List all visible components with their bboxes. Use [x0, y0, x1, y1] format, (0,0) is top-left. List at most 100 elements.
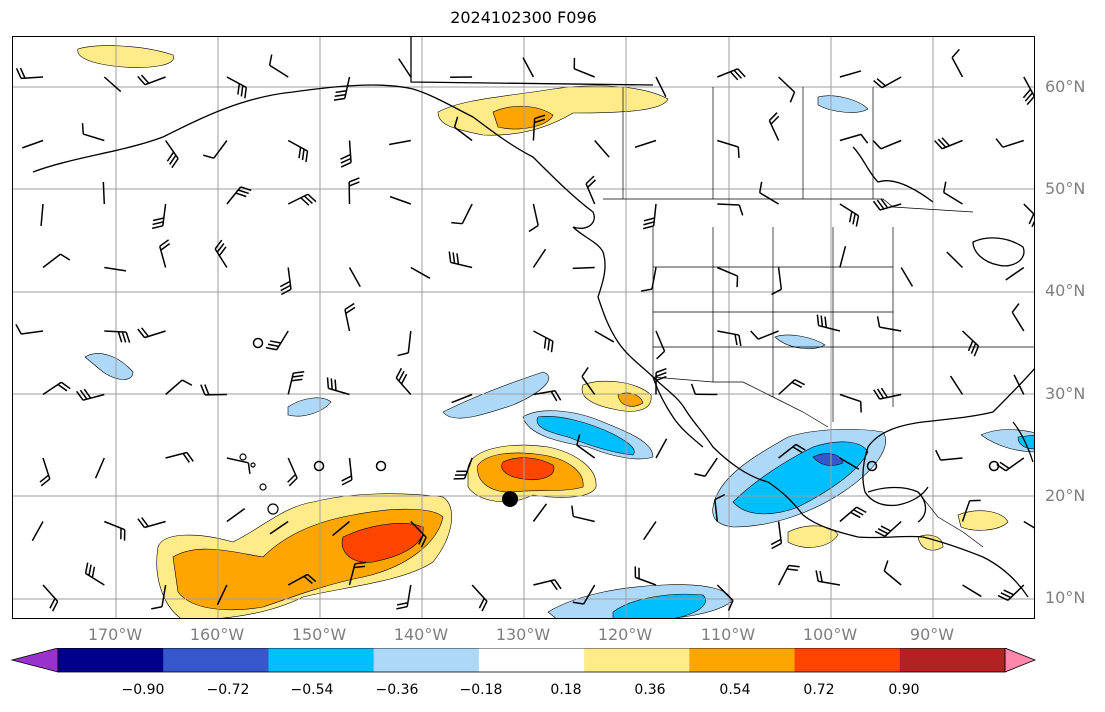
gulf-coast — [862, 368, 1034, 507]
wind-barb-feather — [333, 97, 345, 101]
wind-barb-feather — [771, 542, 782, 550]
wind-barb-feather — [655, 371, 667, 378]
political-borders — [603, 87, 1034, 548]
wind-barb-feather — [287, 473, 297, 483]
wind-barb-feather — [348, 177, 360, 183]
colorbar-segment — [689, 648, 796, 672]
lon-label-140w: 140°W — [393, 625, 449, 644]
wind-barb-feather — [550, 580, 558, 591]
wind-barb-feather — [880, 525, 892, 532]
florida — [1012, 421, 1034, 463]
wind-barb-staff — [332, 520, 350, 537]
wind-barb-staff — [940, 457, 963, 461]
wind-barb-feather — [786, 568, 798, 571]
wind-barb-feather — [49, 598, 56, 609]
wind-barb-feather — [240, 85, 244, 97]
wind-barb-staff — [572, 266, 595, 270]
wind-barb-feather — [581, 366, 589, 377]
wind-barb-feather — [770, 115, 780, 125]
wind-barb-feather — [396, 605, 408, 610]
wind-barb-feather — [341, 479, 353, 486]
wind-barb-feather — [452, 252, 456, 264]
wind-barb-feather — [334, 93, 346, 97]
wind-barb-staff — [777, 267, 783, 290]
wind-barb-feather — [83, 388, 92, 399]
wind-barb-feather — [853, 509, 864, 516]
wind-barb-feather — [171, 158, 179, 169]
us-canada-border — [603, 198, 974, 213]
wind-barb-feather — [326, 377, 330, 389]
wind-barb-feather — [738, 204, 744, 216]
colorbar-tick-0.72: 0.72 — [803, 682, 835, 698]
negative-anomaly-north-pacific-3 — [84, 353, 134, 380]
wind-barb-staff — [634, 139, 657, 148]
lon-label-160w: 160°W — [189, 625, 245, 644]
wind-barb-feather — [354, 561, 367, 565]
wind-barb-feather — [750, 330, 759, 340]
wind-barb-feather — [816, 314, 820, 326]
wind-barb-feather — [244, 87, 248, 99]
wind-barb-staff — [655, 330, 666, 352]
wind-barb-staff — [389, 139, 411, 146]
wind-barb-feather — [873, 80, 883, 89]
wind-barb-feather — [640, 288, 653, 292]
negative-anomaly-baja-core — [536, 416, 635, 456]
positive-anomaly-alaska-core — [492, 105, 554, 130]
wind-barb-feather — [307, 193, 317, 203]
wind-barb-staff — [900, 267, 914, 287]
wind-barb-feather — [655, 367, 667, 374]
wind-barb-feather — [334, 379, 337, 391]
wind-barb-feather — [267, 343, 279, 348]
wind-barb-feather — [714, 493, 726, 501]
negative-anomaly-florida — [980, 429, 1034, 453]
wind-barb-feather — [770, 538, 782, 546]
hudson-bay-coast — [852, 146, 934, 203]
wind-barb-staff — [165, 379, 183, 396]
wind-barb-staff — [576, 444, 596, 459]
wind-barb-feather — [19, 67, 26, 79]
wind-barb-feather — [554, 579, 562, 590]
wind-barb-feather — [1026, 95, 1034, 106]
wind-barb-feather — [872, 140, 882, 150]
wind-barb-feather — [642, 225, 654, 230]
wind-barb-feather — [235, 192, 247, 198]
wind-barb-feather — [300, 197, 310, 206]
wind-barb-staff — [1023, 520, 1034, 529]
wind-barb-feather — [794, 379, 806, 386]
wind-barb-feather — [856, 506, 867, 514]
map-frame — [12, 36, 1035, 619]
wind-barb-staff — [398, 58, 412, 78]
alaska-coast — [32, 84, 595, 229]
lat-label-40n: 40°N — [1045, 281, 1086, 300]
wind-barb-feather — [301, 149, 305, 161]
negative-anomaly-southern-core — [612, 593, 706, 618]
colorbar-segment — [794, 648, 901, 672]
wind-barb-staff — [1011, 311, 1025, 332]
wind-barb-feather — [398, 370, 405, 382]
wind-barb-staff — [943, 191, 963, 205]
wind-barb-staff — [655, 438, 668, 459]
wind-barb-staff — [522, 57, 535, 78]
wind-barb-feather — [91, 566, 96, 578]
wind-barb-feather — [478, 597, 485, 609]
wind-barb-feather — [934, 140, 943, 150]
wind-barb-staff — [759, 192, 779, 205]
wind-barb-feather — [824, 316, 828, 328]
wind-barb-feather — [1022, 88, 1032, 99]
lon-label-100w: 100°W — [802, 625, 858, 644]
negative-anomaly-canada — [817, 95, 869, 113]
central-america — [917, 491, 984, 548]
wind-barb-feather — [874, 530, 886, 537]
wind-barb-feather — [456, 253, 460, 265]
lat-label-10n: 10°N — [1045, 588, 1086, 607]
wind-barb-staff — [22, 139, 44, 149]
wind-barb-feather — [587, 179, 597, 188]
wind-barb-staff — [594, 140, 610, 158]
negative-anomaly-florida-core — [1017, 434, 1034, 450]
wind-barb-feather — [269, 340, 281, 344]
colorbar-segment — [163, 648, 269, 672]
wind-barb-staff — [454, 126, 473, 142]
colorbar-segment — [584, 648, 690, 672]
wind-barb-staff — [532, 248, 547, 268]
wind-barb-feather — [140, 327, 149, 337]
